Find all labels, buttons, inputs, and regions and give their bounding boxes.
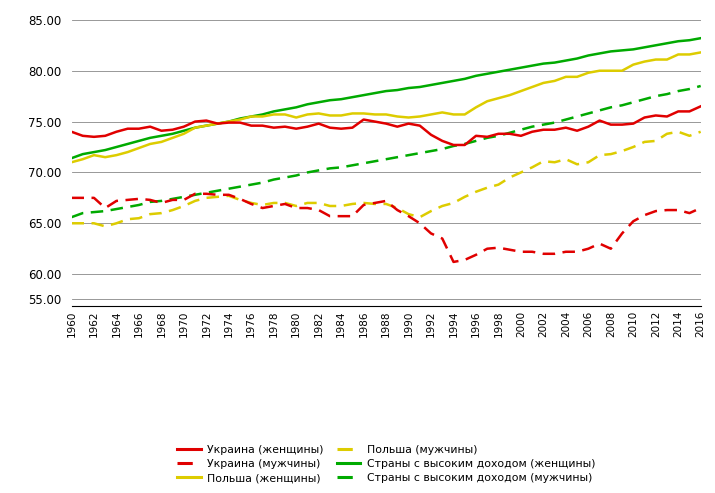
Legend: Украина (женщины), Украина (мужчины), Польша (женщины), Польша (мужчины), Страны: Украина (женщины), Украина (мужчины), По…	[172, 440, 600, 488]
